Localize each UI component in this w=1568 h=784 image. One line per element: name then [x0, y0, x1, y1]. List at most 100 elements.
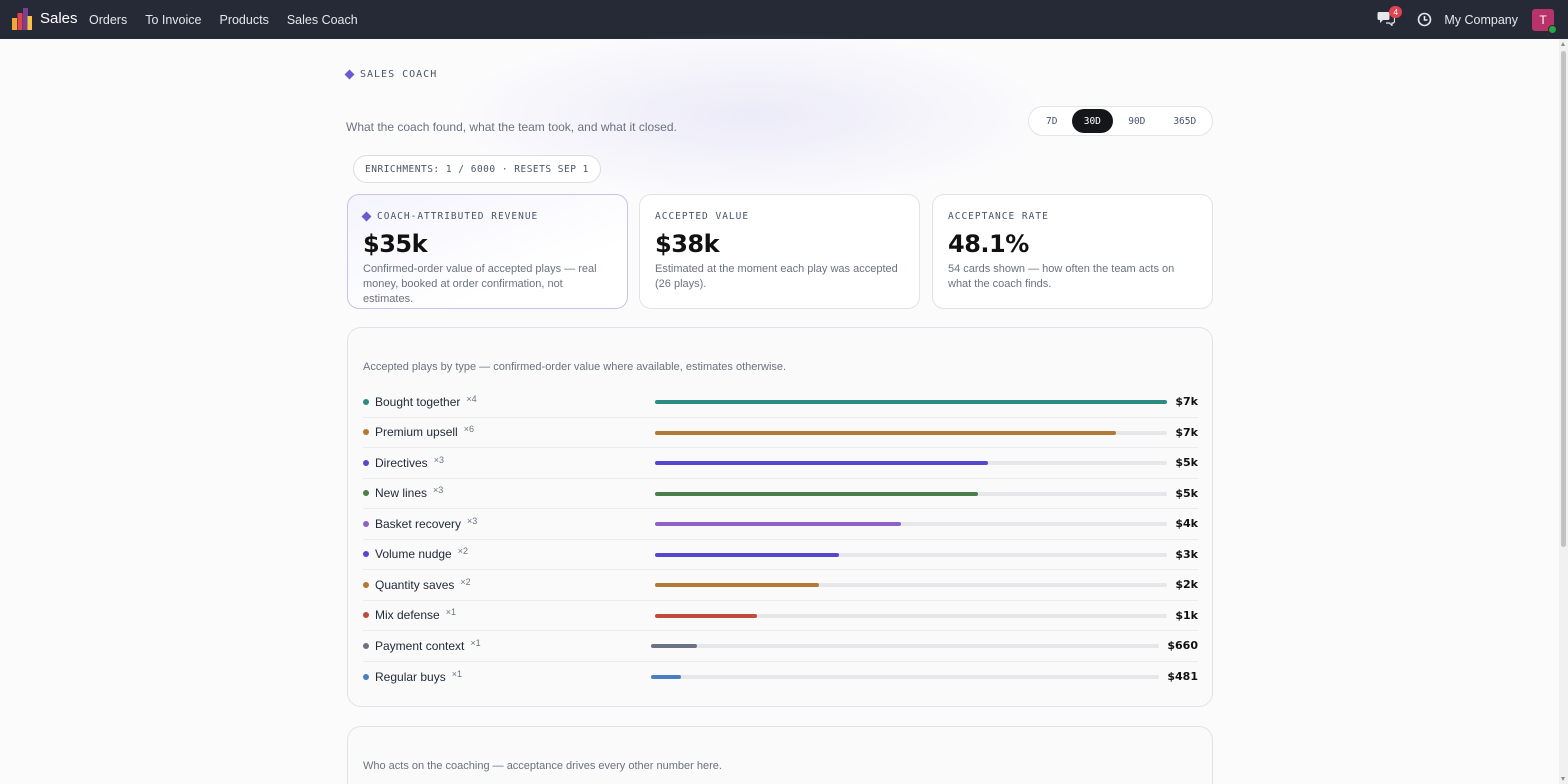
play-name: Premium upsell	[375, 425, 458, 440]
online-status-dot	[1548, 24, 1557, 34]
play-bar-fill	[655, 430, 1116, 435]
scroll-up-arrow-icon[interactable]	[1561, 42, 1565, 46]
play-bar-track	[655, 491, 1167, 496]
plays-caption: Accepted plays by type — confirmed-order…	[363, 361, 787, 373]
user-avatar[interactable]: T	[1532, 8, 1557, 34]
play-value: $4k	[1175, 517, 1198, 530]
menu-sales-coach[interactable]: Sales Coach	[286, 12, 358, 27]
play-count: ×1	[451, 668, 462, 679]
play-row[interactable]: Payment context ×1 $660	[363, 631, 1198, 662]
play-name: Directives	[375, 455, 428, 470]
kpi-acceptance-rate: ACCEPTANCE RATE 48.1% 54 cards shown — h…	[932, 194, 1213, 309]
play-name: Quantity saves	[375, 577, 455, 592]
activity-clock-icon[interactable]	[1417, 12, 1432, 27]
play-value: $3k	[1175, 547, 1198, 561]
play-row[interactable]: Directives ×3 $5k	[363, 448, 1198, 479]
scroll-down-arrow-icon[interactable]	[1561, 777, 1565, 781]
play-count: ×3	[433, 454, 444, 465]
app-name[interactable]: Sales	[40, 10, 78, 27]
avatar-initial: T	[1539, 12, 1547, 27]
play-color-dot	[363, 429, 369, 436]
play-color-dot	[363, 490, 369, 497]
kpi-accepted-value: ACCEPTED VALUE $38k Estimated at the mom…	[639, 194, 920, 309]
play-row[interactable]: Volume nudge ×2 $3k	[363, 540, 1198, 570]
range-7d[interactable]: 7D	[1046, 115, 1058, 127]
menu-products[interactable]: Products	[219, 12, 269, 27]
play-color-dot	[363, 642, 369, 649]
play-value: $5k	[1175, 456, 1198, 469]
play-row[interactable]: Quantity saves ×2 $2k	[363, 570, 1198, 601]
eyebrow-label: SALES COACH	[360, 69, 438, 80]
play-bar-fill	[655, 522, 901, 526]
enrichments-pill: ENRICHMENTS: 1 / 6000 · RESETS SEP 1	[353, 155, 601, 183]
play-count: ×2	[460, 576, 471, 587]
diamond-icon	[361, 211, 372, 221]
kpi-label: ACCEPTANCE RATE	[948, 210, 1049, 222]
team-acceptance-panel: Who acts on the coaching — acceptance dr…	[347, 726, 1213, 784]
top-navbar: Sales Orders To Invoice Products Sales C…	[0, 0, 1568, 39]
play-bar-track	[655, 583, 1167, 587]
play-row[interactable]: Bought together ×4 $7k	[363, 387, 1198, 418]
play-name: Regular buys	[375, 669, 446, 684]
play-color-dot	[363, 581, 369, 588]
play-value: $1k	[1175, 608, 1198, 622]
play-bar-fill	[655, 400, 1167, 404]
company-switcher[interactable]: My Company	[1444, 12, 1518, 27]
play-row[interactable]: New lines ×3 $5k	[363, 479, 1198, 509]
range-30d[interactable]: 30D	[1071, 109, 1114, 133]
kpi-label: ACCEPTED VALUE	[655, 210, 750, 222]
play-bar-track	[655, 430, 1167, 435]
scrollbar-thumb[interactable]	[1561, 51, 1566, 547]
sales-app-icon[interactable]	[12, 8, 32, 30]
kpi-value: $35k	[363, 230, 428, 258]
diamond-icon	[344, 69, 355, 80]
play-count: ×1	[470, 637, 481, 648]
play-name: Payment context	[375, 638, 465, 653]
kpi-description: Confirmed-order value of accepted plays …	[363, 263, 597, 305]
page-scrollbar[interactable]	[1559, 39, 1568, 784]
play-bar-fill	[655, 461, 988, 465]
play-name: Bought together	[375, 394, 461, 409]
play-color-dot	[363, 612, 369, 619]
play-color-dot	[363, 520, 369, 527]
play-count: ×6	[463, 424, 474, 435]
team-caption: Who acts on the coaching — acceptance dr…	[363, 760, 722, 772]
play-count: ×3	[433, 485, 444, 496]
plays-list: Bought together ×4 $7k Premium upsell ×6 $7k D…	[363, 387, 1198, 692]
play-row[interactable]: Premium upsell ×6 $7k	[363, 418, 1198, 448]
main-menu: Orders To Invoice Products Sales Coach	[80, 0, 367, 39]
play-row[interactable]: Mix defense ×1 $1k	[363, 601, 1198, 631]
play-row[interactable]: Regular buys ×1 $481	[363, 662, 1198, 693]
kpi-label-text: COACH-ATTRIBUTED REVENUE	[377, 210, 539, 222]
page-eyebrow: SALES COACH	[344, 69, 438, 80]
play-bar-track	[655, 552, 1167, 557]
play-color-dot	[363, 459, 369, 466]
play-bar-fill	[655, 613, 758, 618]
kpi-coach-revenue: COACH-ATTRIBUTED REVENUE $35k Confirmed-…	[347, 194, 628, 309]
menu-to-invoice[interactable]: To Invoice	[145, 12, 202, 27]
play-value: $481	[1167, 669, 1198, 683]
play-count: ×2	[457, 546, 468, 557]
play-row[interactable]: Basket recovery ×3 $4k	[363, 509, 1198, 540]
kpi-description: Estimated at the moment each play was ac…	[655, 263, 898, 290]
navbar-systray: 4 My Company T	[1377, 0, 1557, 39]
menu-orders[interactable]: Orders	[89, 12, 128, 27]
play-bar-track	[651, 674, 1159, 679]
play-name: Basket recovery	[375, 516, 462, 531]
play-count: ×3	[467, 515, 478, 526]
kpi-label: COACH-ATTRIBUTED REVENUE	[361, 210, 612, 222]
play-bar-track	[655, 461, 1167, 465]
play-color-dot	[363, 398, 369, 405]
range-90d[interactable]: 90D	[1128, 115, 1146, 127]
play-value: $7k	[1175, 425, 1198, 439]
play-color-dot	[363, 673, 369, 680]
play-bar-fill	[655, 583, 819, 587]
range-365d[interactable]: 365D	[1173, 115, 1197, 127]
play-bar-track	[655, 400, 1167, 404]
play-bar-track	[651, 644, 1159, 648]
kpi-description: 54 cards shown — how often the team acts…	[948, 263, 1175, 290]
messaging-button[interactable]: 4	[1377, 5, 1403, 30]
play-bar-track	[655, 613, 1167, 618]
play-count: ×1	[445, 607, 456, 618]
play-name: Mix defense	[375, 608, 440, 623]
